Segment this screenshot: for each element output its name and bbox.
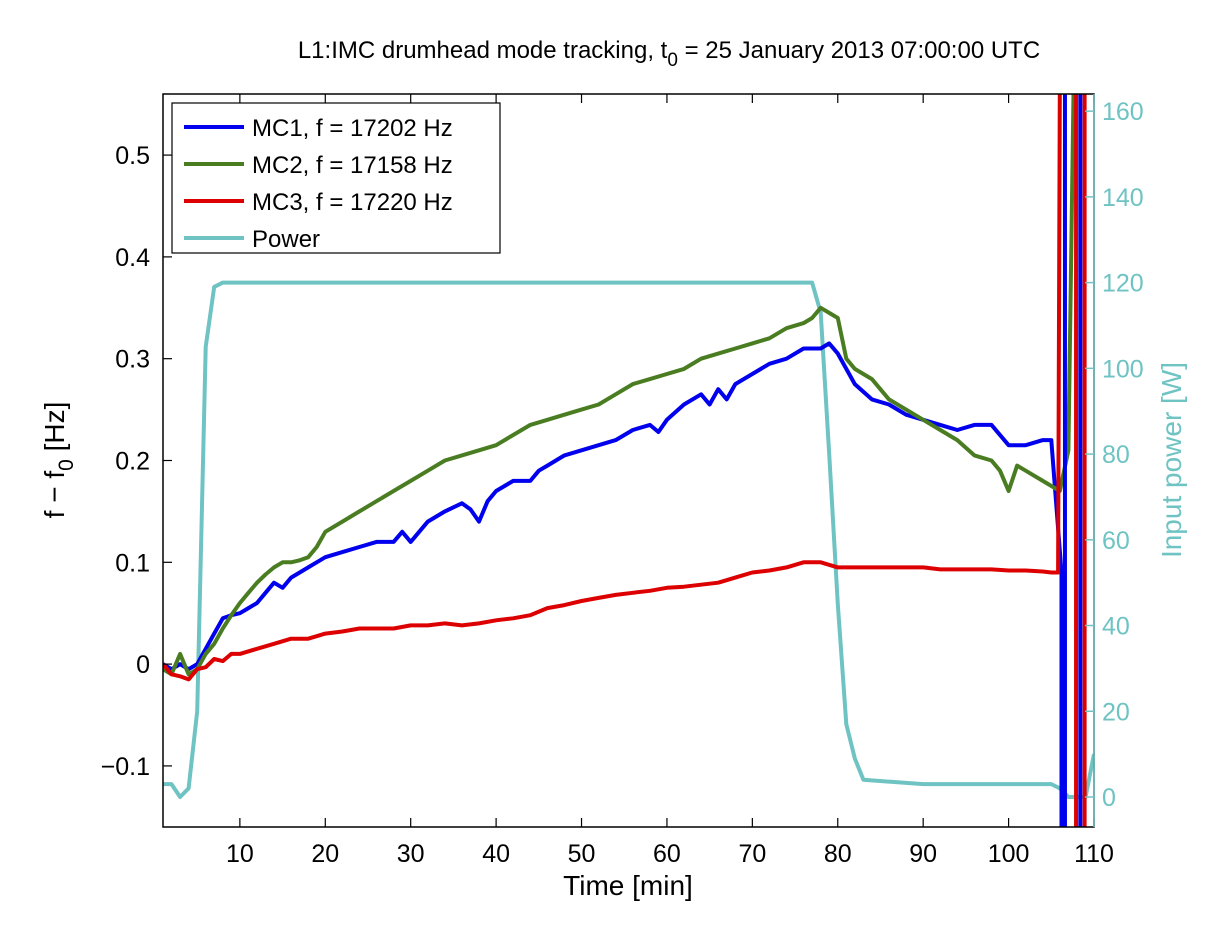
series-line-mc1 bbox=[163, 341, 1064, 827]
x-tick-label: 80 bbox=[824, 840, 852, 868]
series-line-power bbox=[163, 280, 1094, 799]
legend-label: MC1, f = 17202 Hz bbox=[252, 115, 453, 142]
y-axis-label-main: f − f bbox=[39, 471, 70, 519]
y-tick-label: 0 bbox=[136, 651, 150, 679]
legend: MC1, f = 17202 Hz MC2, f = 17158 Hz MC3, f… bbox=[171, 102, 501, 254]
y-tick-label: 0.5 bbox=[115, 142, 150, 170]
x-tick-label: 60 bbox=[653, 840, 681, 868]
y-tick-label: 0.1 bbox=[115, 549, 150, 577]
y-tick-label: 0.4 bbox=[115, 244, 150, 272]
right-y-tick-label: 100 bbox=[1102, 355, 1144, 383]
x-tick-label: 100 bbox=[988, 840, 1030, 868]
axes-layer: 10 20 30 40 50 60 70 80 90 100 110 −0.1 0 0.1 0.2 0.3 0.… bbox=[101, 93, 1144, 868]
series-line-mc2 bbox=[163, 94, 1076, 677]
y-axis-label-unit: [Hz] bbox=[39, 402, 70, 460]
y-tick-label: 0.3 bbox=[115, 346, 150, 374]
x-tick-label: 50 bbox=[568, 840, 596, 868]
x-tick-label: 30 bbox=[397, 840, 425, 868]
x-tick-label: 70 bbox=[738, 840, 766, 868]
y-tick-label: 0.2 bbox=[115, 448, 150, 476]
y-tick-label: −0.1 bbox=[101, 753, 150, 781]
series-line-mc3 bbox=[163, 94, 1062, 682]
right-y-tick-label: 80 bbox=[1102, 441, 1130, 469]
right-y-tick-label: 120 bbox=[1102, 270, 1144, 298]
x-axis-label: Time [min] bbox=[563, 870, 693, 901]
right-y-tick-label: 0 bbox=[1102, 784, 1116, 812]
right-y-tick-label: 60 bbox=[1102, 527, 1130, 555]
chart-title-rest: = 25 January 2013 07:00:00 UTC bbox=[678, 37, 1040, 64]
y-axis-label: f − f0 [Hz] bbox=[39, 402, 78, 519]
x-tick-label: 90 bbox=[909, 840, 937, 868]
right-y-tick-label: 160 bbox=[1102, 98, 1144, 126]
x-tick-label: 40 bbox=[482, 840, 510, 868]
data-layer bbox=[163, 94, 1094, 827]
chart-title-main: L1:IMC drumhead mode tracking, t bbox=[298, 37, 668, 64]
x-tick-label: 20 bbox=[311, 840, 339, 868]
y-axis-label-subscript: 0 bbox=[55, 459, 78, 471]
legend-label: MC2, f = 17158 Hz bbox=[252, 152, 453, 179]
right-y-tick-label: 140 bbox=[1102, 184, 1144, 212]
legend-label: MC3, f = 17220 Hz bbox=[252, 189, 453, 216]
right-y-axis-label: Input power [W] bbox=[1156, 362, 1187, 558]
chart-title: L1:IMC drumhead mode tracking, t0 = 25 J… bbox=[298, 37, 1040, 71]
x-tick-label: 110 bbox=[1074, 840, 1114, 868]
x-tick-label: 10 bbox=[226, 840, 254, 868]
chart-title-subscript: 0 bbox=[667, 50, 678, 71]
right-y-tick-label: 20 bbox=[1102, 698, 1130, 726]
right-y-tick-label: 40 bbox=[1102, 613, 1130, 641]
legend-label: Power bbox=[252, 226, 320, 253]
